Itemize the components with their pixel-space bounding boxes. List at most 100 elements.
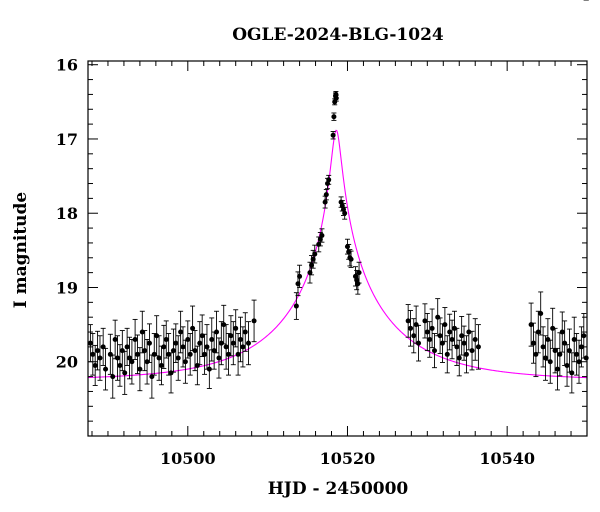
data-marker bbox=[442, 322, 448, 328]
data-point bbox=[449, 319, 455, 360]
data-point bbox=[178, 310, 184, 354]
data-marker bbox=[427, 336, 433, 342]
data-point bbox=[331, 112, 337, 121]
data-marker bbox=[115, 355, 121, 361]
data-marker bbox=[447, 329, 453, 335]
data-marker bbox=[461, 340, 467, 346]
data-marker bbox=[432, 348, 438, 354]
data-marker bbox=[103, 366, 109, 372]
data-marker bbox=[408, 325, 414, 331]
data-marker bbox=[192, 348, 198, 354]
data-marker bbox=[132, 336, 138, 342]
data-point bbox=[156, 335, 162, 381]
data-point bbox=[216, 337, 222, 379]
data-point bbox=[538, 291, 544, 336]
data-marker bbox=[156, 355, 162, 361]
data-marker bbox=[204, 344, 210, 350]
data-marker bbox=[135, 351, 141, 357]
data-marker bbox=[235, 351, 241, 357]
data-point bbox=[312, 244, 318, 264]
data-point bbox=[432, 333, 438, 369]
data-point bbox=[170, 328, 176, 373]
data-marker bbox=[348, 256, 354, 262]
data-marker bbox=[230, 340, 236, 346]
data-point bbox=[405, 304, 411, 338]
data-marker bbox=[218, 340, 224, 346]
data-point bbox=[95, 330, 101, 371]
data-marker bbox=[571, 336, 577, 342]
data-point bbox=[124, 327, 130, 366]
data-marker bbox=[424, 329, 430, 335]
data-marker bbox=[416, 340, 422, 346]
data-point bbox=[107, 333, 113, 375]
plot-frame bbox=[87, 60, 588, 437]
data-point bbox=[185, 320, 191, 359]
data-marker bbox=[574, 351, 580, 357]
data-marker bbox=[197, 340, 203, 346]
data-point bbox=[194, 345, 200, 386]
data-marker bbox=[581, 333, 587, 339]
data-point bbox=[117, 344, 123, 387]
data-marker bbox=[168, 370, 174, 376]
data-marker bbox=[146, 340, 152, 346]
data-marker bbox=[472, 336, 478, 342]
data-point bbox=[547, 339, 553, 384]
data-point bbox=[100, 327, 106, 366]
data-point bbox=[180, 326, 186, 368]
data-point bbox=[202, 333, 208, 375]
data-marker bbox=[435, 314, 441, 320]
chart-title: OGLE-2024-BLG-1024 bbox=[232, 25, 444, 45]
data-point bbox=[158, 345, 164, 386]
data-marker bbox=[411, 333, 417, 339]
data-marker bbox=[175, 355, 181, 361]
data-marker bbox=[240, 344, 246, 350]
data-point bbox=[531, 322, 537, 364]
data-point bbox=[454, 327, 460, 366]
data-marker bbox=[466, 329, 472, 335]
data-point bbox=[112, 319, 118, 360]
data-marker bbox=[542, 355, 548, 361]
data-point bbox=[408, 310, 414, 347]
data-marker bbox=[540, 344, 546, 350]
data-point bbox=[342, 206, 348, 220]
data-marker bbox=[178, 329, 184, 335]
y-tick-label: 16 bbox=[56, 56, 78, 75]
data-marker bbox=[245, 340, 251, 346]
data-point bbox=[161, 324, 167, 369]
data-point bbox=[578, 326, 584, 368]
data-point bbox=[429, 308, 435, 349]
data-marker bbox=[209, 336, 215, 342]
data-marker bbox=[312, 251, 318, 257]
data-marker bbox=[163, 336, 169, 342]
data-point bbox=[132, 318, 138, 360]
data-marker bbox=[333, 95, 339, 101]
data-marker bbox=[194, 362, 200, 368]
data-point bbox=[135, 334, 141, 375]
x-tick-label: 10540 bbox=[479, 449, 535, 468]
data-marker bbox=[566, 348, 572, 354]
data-marker bbox=[437, 333, 443, 339]
data-marker bbox=[569, 370, 575, 376]
data-marker bbox=[216, 355, 222, 361]
data-marker bbox=[356, 270, 362, 276]
data-point bbox=[535, 310, 541, 354]
data-marker bbox=[228, 333, 234, 339]
y-tick-label: 20 bbox=[56, 353, 78, 372]
data-point bbox=[197, 321, 203, 366]
data-point bbox=[142, 330, 148, 372]
data-point bbox=[209, 317, 215, 362]
data-marker bbox=[251, 318, 257, 324]
data-point bbox=[173, 323, 179, 363]
data-marker bbox=[90, 351, 96, 357]
data-marker bbox=[405, 318, 411, 324]
data-point bbox=[168, 352, 174, 394]
data-point bbox=[472, 318, 478, 361]
data-marker bbox=[202, 351, 208, 357]
data-point bbox=[242, 312, 248, 352]
data-point bbox=[293, 292, 299, 320]
data-marker bbox=[557, 351, 563, 357]
data-point bbox=[144, 339, 150, 385]
x-axis-label: HJD - 2450000 bbox=[268, 479, 409, 499]
data-marker bbox=[127, 355, 133, 361]
data-point bbox=[190, 305, 196, 352]
